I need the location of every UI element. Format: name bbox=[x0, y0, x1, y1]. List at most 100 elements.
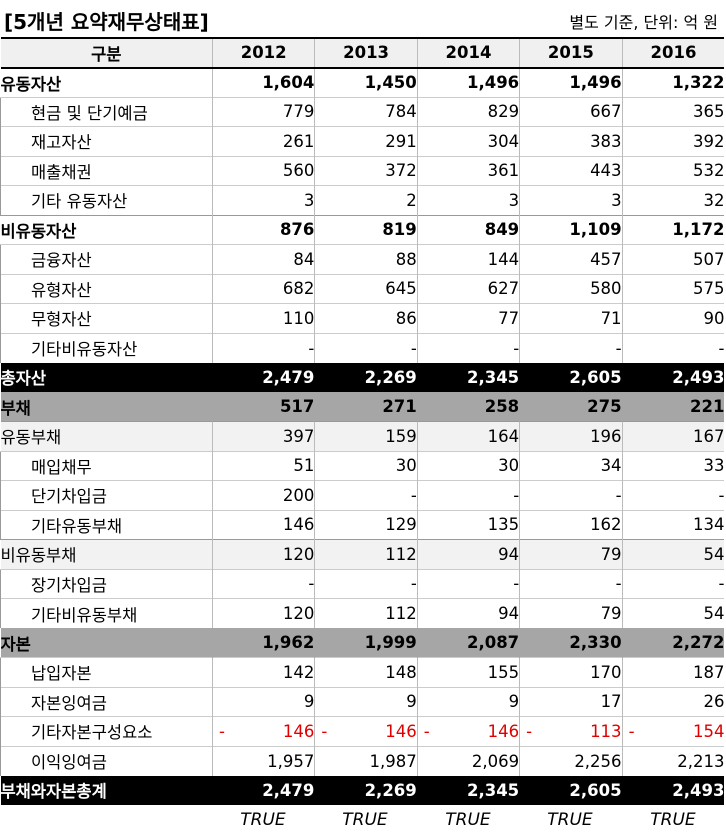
table-row: 총자산 2,479 2,269 2,345 2,605 2,493 bbox=[0, 362, 725, 392]
footer-check: TRUE bbox=[547, 810, 593, 830]
value-cell: 90 bbox=[621, 303, 725, 333]
value-cell: 517 bbox=[211, 392, 315, 422]
value-cell: - 146 bbox=[314, 716, 418, 746]
value-cell: 819 bbox=[314, 214, 418, 245]
value-cell: 1,496 bbox=[416, 67, 520, 97]
value-cell: 79 bbox=[519, 598, 623, 628]
value-cell: - bbox=[416, 480, 520, 510]
table-row: 장기차입금 - - - - - bbox=[0, 568, 725, 599]
value-cell: 2,272 bbox=[621, 628, 725, 658]
row-label: 납입자본 bbox=[0, 657, 213, 687]
value-cell: 120 bbox=[211, 598, 315, 628]
value-cell: 2,256 bbox=[519, 745, 623, 776]
row-label: 유형자산 bbox=[0, 273, 213, 304]
value-cell: - 146 bbox=[416, 716, 520, 746]
footer-check: TRUE bbox=[342, 810, 388, 830]
row-label: 단기차입금 bbox=[0, 480, 213, 510]
header-row: 구분 2012 2013 2014 2015 2016 bbox=[0, 37, 725, 69]
value-cell: 71 bbox=[519, 303, 623, 333]
value-cell: - 154 bbox=[621, 716, 725, 746]
value-cell: - 113 bbox=[519, 716, 623, 746]
value-cell: 54 bbox=[621, 539, 725, 569]
value-cell: 575 bbox=[621, 273, 725, 304]
row-label: 비유동부채 bbox=[0, 539, 213, 569]
negative-value: 146 bbox=[282, 721, 315, 741]
row-label: 비유동자산 bbox=[0, 214, 213, 245]
value-cell: 627 bbox=[416, 273, 520, 304]
negative-value: 113 bbox=[590, 721, 622, 741]
value-cell: 1,172 bbox=[621, 214, 725, 245]
row-label: 무형자산 bbox=[0, 303, 213, 333]
value-cell: 2,330 bbox=[519, 628, 623, 658]
table-row: 매입채무 51 30 30 34 33 bbox=[0, 450, 725, 481]
value-cell: 26 bbox=[621, 686, 725, 717]
value-cell: 2,345 bbox=[416, 362, 520, 392]
table-row: 기타 유동자산 3 2 3 3 32 bbox=[0, 185, 725, 215]
value-cell: 2,069 bbox=[416, 745, 520, 776]
value-cell: 3 bbox=[519, 185, 623, 215]
value-cell: 112 bbox=[314, 539, 418, 569]
row-label: 기타유동부채 bbox=[0, 509, 213, 540]
value-cell: 291 bbox=[314, 126, 418, 156]
value-cell: 2,479 bbox=[211, 775, 315, 805]
row-label: 기타자본구성요소 bbox=[0, 716, 213, 746]
value-cell: 645 bbox=[314, 273, 418, 304]
value-cell: 580 bbox=[519, 273, 623, 304]
value-cell: 829 bbox=[416, 96, 520, 127]
value-cell: 187 bbox=[621, 657, 725, 687]
row-label: 재고자산 bbox=[0, 126, 213, 156]
negative-sign: - bbox=[423, 721, 430, 741]
value-cell: 54 bbox=[621, 598, 725, 628]
value-cell: 144 bbox=[416, 244, 520, 274]
table-row: 비유동부채 120 112 94 79 54 bbox=[0, 539, 725, 569]
row-label: 유동자산 bbox=[0, 67, 213, 97]
value-cell: 1,987 bbox=[314, 745, 418, 776]
value-cell: 2,269 bbox=[314, 775, 418, 805]
value-cell: 275 bbox=[519, 392, 623, 422]
value-cell: 3 bbox=[211, 185, 315, 215]
negative-sign: - bbox=[321, 721, 328, 741]
negative-value: 154 bbox=[692, 721, 725, 741]
value-cell: 134 bbox=[621, 509, 725, 540]
value-cell: 94 bbox=[416, 598, 520, 628]
value-cell: 135 bbox=[416, 509, 520, 540]
value-cell: 2,493 bbox=[621, 362, 725, 392]
negative-value: 146 bbox=[385, 721, 417, 741]
table-row: 금융자산 84 88 144 457 507 bbox=[0, 244, 725, 274]
table-row: 유동자산 1,604 1,450 1,496 1,496 1,322 bbox=[0, 67, 725, 97]
value-cell: 9 bbox=[416, 686, 520, 717]
header-year: 2012 bbox=[211, 37, 315, 69]
value-cell: 200 bbox=[211, 480, 315, 510]
value-cell: 1,999 bbox=[314, 628, 418, 658]
value-cell: - bbox=[519, 480, 623, 510]
table-row: 부채 517 271 258 275 221 bbox=[0, 392, 725, 422]
value-cell: - 146 bbox=[211, 716, 315, 746]
value-cell: 261 bbox=[211, 126, 315, 156]
value-cell: 148 bbox=[314, 657, 418, 687]
value-cell: 86 bbox=[314, 303, 418, 333]
row-label: 유동부채 bbox=[0, 421, 213, 451]
row-label: 이익잉여금 bbox=[0, 745, 213, 776]
page-title: [5개년 요약재무상태표] bbox=[4, 10, 209, 34]
row-label: 부채와자본총계 bbox=[0, 775, 213, 805]
table-row: 무형자산 110 86 77 71 90 bbox=[0, 303, 725, 333]
value-cell: - bbox=[621, 332, 725, 363]
value-cell: 77 bbox=[416, 303, 520, 333]
value-cell: 1,109 bbox=[519, 214, 623, 245]
value-cell: 88 bbox=[314, 244, 418, 274]
value-cell: 84 bbox=[211, 244, 315, 274]
value-cell: 79 bbox=[519, 539, 623, 569]
value-cell: 51 bbox=[211, 450, 315, 481]
value-cell: 304 bbox=[416, 126, 520, 156]
value-cell: 2,345 bbox=[416, 775, 520, 805]
value-cell: 2,605 bbox=[519, 362, 623, 392]
value-cell: - bbox=[416, 568, 520, 599]
table-row: 기타유동부채 146 129 135 162 134 bbox=[0, 509, 725, 540]
value-cell: 784 bbox=[314, 96, 418, 127]
table-row: 매출채권 560 372 361 443 532 bbox=[0, 155, 725, 186]
value-cell: - bbox=[314, 568, 418, 599]
value-cell: 164 bbox=[416, 421, 520, 451]
row-label: 장기차입금 bbox=[0, 568, 213, 599]
header-year: 2015 bbox=[519, 37, 623, 69]
row-label: 매출채권 bbox=[0, 155, 213, 186]
